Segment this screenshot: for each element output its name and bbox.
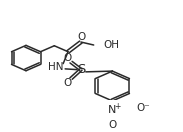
- Text: O: O: [63, 78, 71, 88]
- Text: N: N: [108, 105, 117, 115]
- Text: +: +: [114, 102, 121, 111]
- Text: O: O: [108, 120, 117, 130]
- Text: OH: OH: [104, 40, 119, 50]
- Text: HN: HN: [48, 62, 63, 72]
- Text: O: O: [63, 53, 71, 63]
- Text: S: S: [77, 63, 85, 76]
- Text: O⁻: O⁻: [136, 103, 150, 113]
- Text: O: O: [78, 32, 86, 42]
